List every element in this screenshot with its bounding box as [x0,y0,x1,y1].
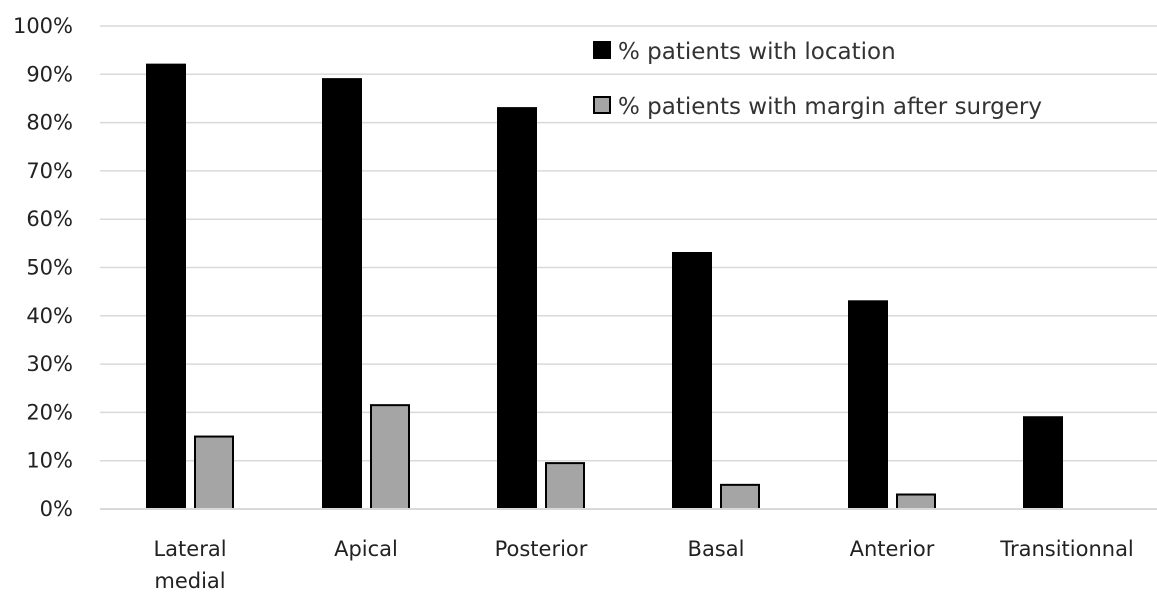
y-tick-label: 50% [26,256,73,280]
y-tick-label: 10% [26,449,73,473]
legend-label-margin: % patients with margin after surgery [618,94,1042,120]
bar-margin [194,435,234,510]
bar-location [672,252,712,510]
x-category-label: Posterior [495,537,588,561]
legend-swatch-margin [593,96,611,114]
legend-swatch-location [593,41,611,59]
legend: % patients with location % patients with… [593,39,1042,120]
bar-margin [545,462,585,510]
x-category-label: Anterior [850,537,935,561]
x-axis-category-labels: Lateral medial Apical Posterior Basal Anterio… [153,537,1133,593]
bar-location [1023,416,1063,511]
x-category-label: Apical [334,537,398,561]
y-tick-label: 90% [26,62,73,86]
bar-location [322,78,362,510]
y-tick-label: 60% [26,207,73,231]
bar-location [848,300,888,510]
gridlines [100,25,1157,462]
bar-margin [720,483,760,511]
bar-margin [896,493,936,511]
y-tick-label: 30% [26,352,73,376]
y-tick-label: 40% [26,304,73,328]
legend-item-margin: % patients with margin after surgery [593,94,1042,120]
y-tick-label: 0% [40,497,73,521]
legend-label-location: % patients with location [618,39,896,65]
x-category-label: Transitionnal [999,537,1134,561]
bars [146,63,1063,511]
y-tick-label: 20% [26,400,73,424]
y-tick-label: 100% [13,14,73,38]
bar-location [146,63,186,510]
y-axis-tick-labels: 0% 10% 20% 30% 40% 50% 60% 70% 80% 90% 100% [13,14,73,521]
x-category-label: Basal [688,537,745,561]
y-tick-label: 70% [26,159,73,183]
y-tick-label: 80% [26,111,73,135]
legend-item-location: % patients with location [593,39,896,65]
bar-margin [370,404,410,510]
x-category-label: Lateral medial [153,537,226,593]
bar-location [497,107,537,511]
